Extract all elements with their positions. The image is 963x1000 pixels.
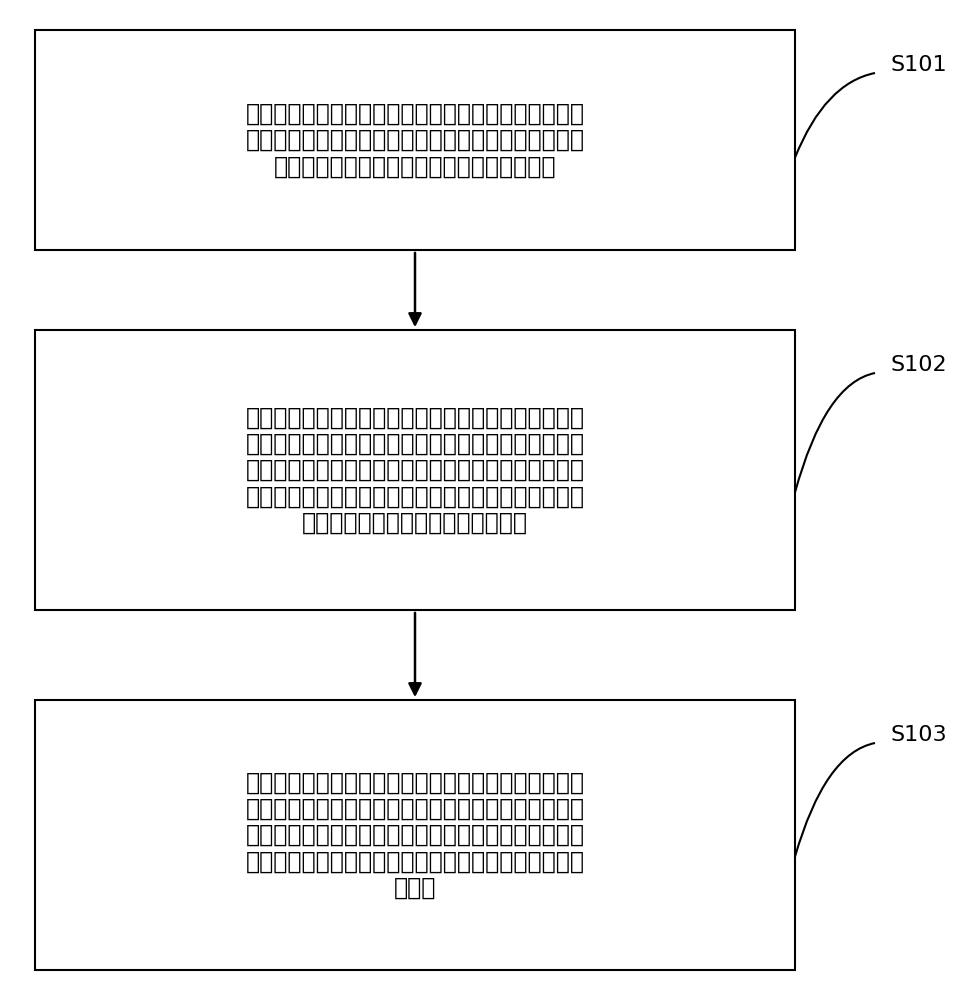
Text: 基于每个所述执行任务的资源调度优先级、所述资源调: 基于每个所述执行任务的资源调度优先级、所述资源调 [246,405,585,429]
Text: 基于接收到的每个执行任务的任务信息，确定出每个所: 基于接收到的每个执行任务的任务信息，确定出每个所 [246,102,585,126]
Text: 及所述资源利用率对该执行任务的所述资源调度策略进: 及所述资源利用率对该执行任务的所述资源调度策略进 [246,849,585,873]
Text: S102: S102 [890,355,947,375]
Text: 行所述资源得到的资源执行状态信息: 行所述资源得到的资源执行状态信息 [302,511,528,535]
Text: S101: S101 [890,55,947,75]
Bar [35,700,795,970]
Text: 所述执行任务对相对应的所述资源进行执行，并采集执: 所述执行任务对相对应的所述资源进行执行，并采集执 [246,484,585,508]
Text: 述执行任务的资源调度优先级以及资源调度策略；其中: 述执行任务的资源调度优先级以及资源调度策略；其中 [246,128,585,152]
Bar [35,30,795,250]
Text: 度策略以及资源调度算法对每个所述执行任务相对应的: 度策略以及资源调度算法对每个所述执行任务相对应的 [246,432,585,456]
Text: 对应的执行时间内的资源执行状态信息以及资源利用率: 对应的执行时间内的资源执行状态信息以及资源利用率 [246,797,585,821]
Text: S103: S103 [890,725,947,745]
Text: ，以基于每个所述执行任务的所述资源执行状态信息以: ，以基于每个所述执行任务的所述资源执行状态信息以 [246,823,585,847]
Text: 资源进行获取，并在每个所述执行任务的执行时间内对: 资源进行获取，并在每个所述执行任务的执行时间内对 [246,458,585,482]
Text: 基于获取到的监控策略，同时监控每个所述执行任务在: 基于获取到的监控策略，同时监控每个所述执行任务在 [246,770,585,794]
Text: 行调整: 行调整 [394,876,436,900]
Bar [35,330,795,610]
Text: ，每个所述执行任务对应的任务对象是不同的: ，每个所述执行任务对应的任务对象是不同的 [273,154,557,178]
